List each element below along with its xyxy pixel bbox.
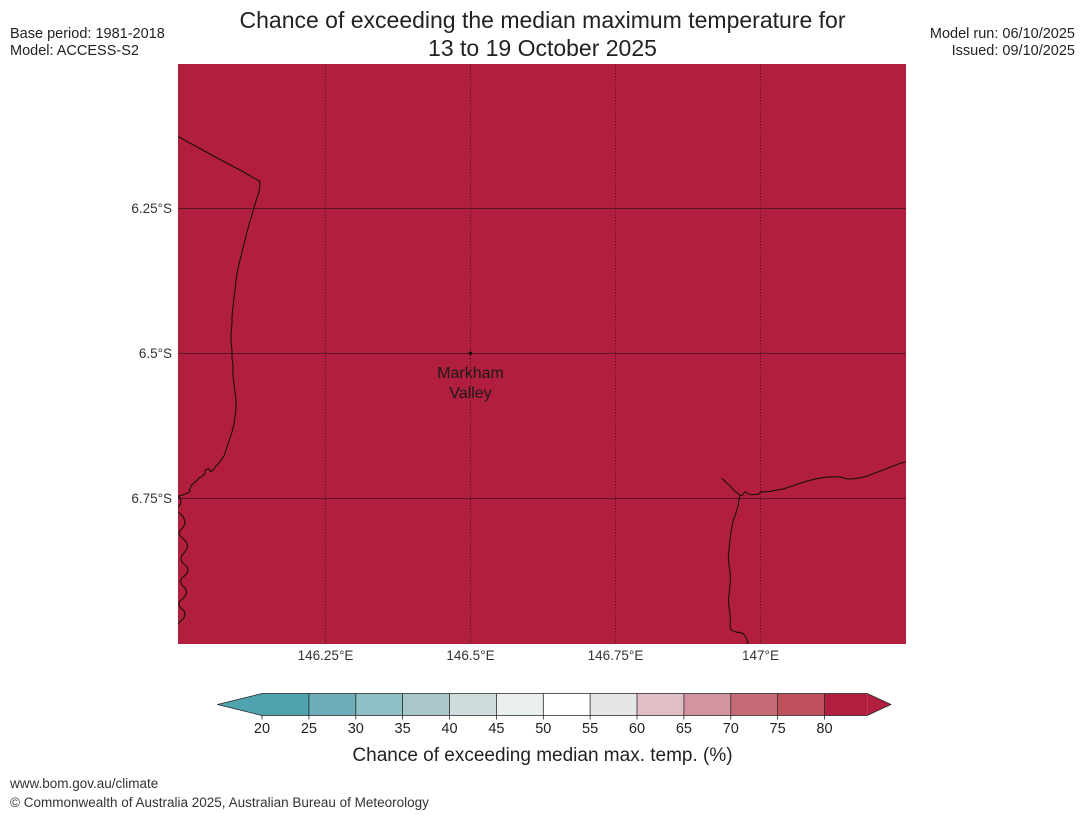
svg-text:80: 80	[816, 721, 832, 737]
svg-text:55: 55	[582, 721, 598, 737]
svg-text:20: 20	[254, 721, 270, 737]
svg-text:60: 60	[629, 721, 645, 737]
svg-text:30: 30	[348, 721, 364, 737]
svg-text:40: 40	[441, 721, 457, 737]
svg-text:50: 50	[535, 721, 551, 737]
svg-text:65: 65	[676, 721, 692, 737]
svg-text:Valley: Valley	[449, 385, 491, 402]
svg-text:Markham: Markham	[437, 365, 504, 382]
svg-text:35: 35	[395, 721, 411, 737]
svg-text:75: 75	[770, 721, 786, 737]
svg-text:70: 70	[723, 721, 739, 737]
svg-text:45: 45	[488, 721, 504, 737]
svg-text:25: 25	[301, 721, 317, 737]
